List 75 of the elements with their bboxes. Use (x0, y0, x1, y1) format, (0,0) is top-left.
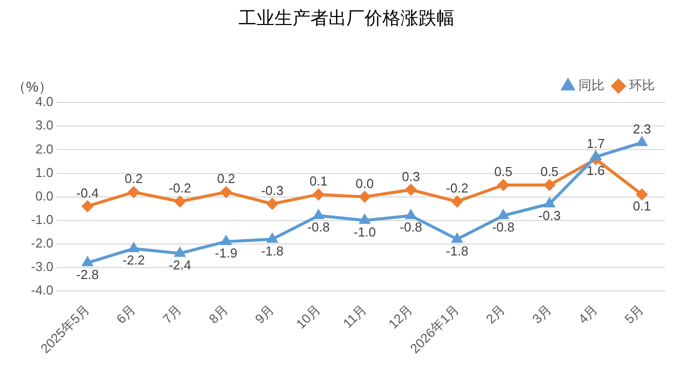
point (544, 198, 554, 208)
y-tick-label: -3.0 (30, 259, 54, 274)
point (498, 180, 509, 191)
x-tick-label: 6月 (113, 302, 138, 326)
data-label: 2.3 (632, 122, 651, 137)
point (267, 234, 278, 243)
data-label: 0.1 (632, 198, 651, 214)
chart-title: 工业生产者出厂价格涨跌幅 (238, 8, 454, 28)
x-tick-label: 7月 (160, 302, 185, 326)
data-label: -0.8 (307, 220, 330, 235)
y-tick-label: -1.0 (30, 212, 54, 227)
point (360, 214, 370, 224)
data-label: -0.2 (446, 180, 468, 196)
y-tick-label: -2.0 (30, 235, 54, 250)
y-tick-label: 3.0 (35, 118, 54, 133)
data-label: 0.2 (217, 171, 236, 186)
point (498, 210, 508, 220)
data-label: -1.8 (446, 243, 468, 258)
data-label: -2.4 (168, 257, 192, 272)
data-label: -1.0 (353, 224, 376, 240)
point (359, 191, 370, 202)
x-tick-label: 3月 (529, 302, 554, 326)
point (221, 236, 232, 246)
point (406, 210, 416, 220)
x-tick-label: 10月 (293, 302, 324, 332)
x-tick-label: 4月 (575, 302, 600, 326)
data-label: -0.4 (76, 185, 99, 200)
legend-label: 同比 (578, 78, 604, 93)
x-tick-label: 8月 (206, 302, 231, 326)
point (452, 196, 463, 208)
data-label: -2.2 (122, 252, 145, 268)
point (128, 243, 139, 252)
data-label: -2.8 (76, 266, 99, 282)
data-label: 0.1 (309, 174, 328, 189)
y-tick-label: 0.0 (35, 188, 54, 204)
x-tick-label: 11月 (340, 302, 370, 331)
data-label: -0.8 (400, 220, 422, 235)
y-axis-title: （%） (12, 78, 52, 94)
data-label: 0.5 (494, 164, 512, 180)
data-label: 1.7 (586, 136, 605, 151)
point (636, 137, 647, 146)
x-tick-label: 9月 (252, 302, 277, 326)
point (82, 200, 93, 212)
point (220, 186, 232, 198)
data-label: 0.2 (124, 171, 143, 186)
point (590, 151, 601, 160)
data-label: 1.6 (586, 163, 605, 178)
data-label: -0.2 (168, 180, 192, 196)
point (452, 234, 462, 243)
data-label: -1.8 (261, 243, 284, 258)
point (266, 198, 278, 210)
point (636, 188, 648, 200)
data-label: 0.3 (402, 168, 420, 184)
data-label: 0.5 (540, 164, 559, 180)
point (128, 186, 140, 198)
data-label: -1.9 (214, 246, 238, 261)
x-tick-label: 12月 (386, 302, 416, 332)
data-label: -0.3 (261, 182, 284, 198)
y-tick-label: 2.0 (35, 141, 54, 156)
point (314, 210, 324, 220)
point (82, 257, 92, 266)
legend-label: 环比 (629, 78, 655, 93)
x-tick-label: 2月 (483, 302, 508, 326)
y-tick-label: 4.0 (35, 94, 54, 110)
data-label: -0.3 (538, 208, 561, 223)
point (544, 180, 555, 191)
data-label: -0.8 (492, 220, 515, 235)
x-tick-label: 5月 (622, 302, 647, 326)
y-tick-label: -4.0 (30, 282, 54, 298)
data-label: 0.0 (356, 176, 374, 191)
y-tick-label: 1.0 (35, 164, 54, 180)
point (174, 248, 185, 257)
point (313, 188, 324, 200)
point (405, 184, 416, 196)
point (174, 196, 186, 208)
